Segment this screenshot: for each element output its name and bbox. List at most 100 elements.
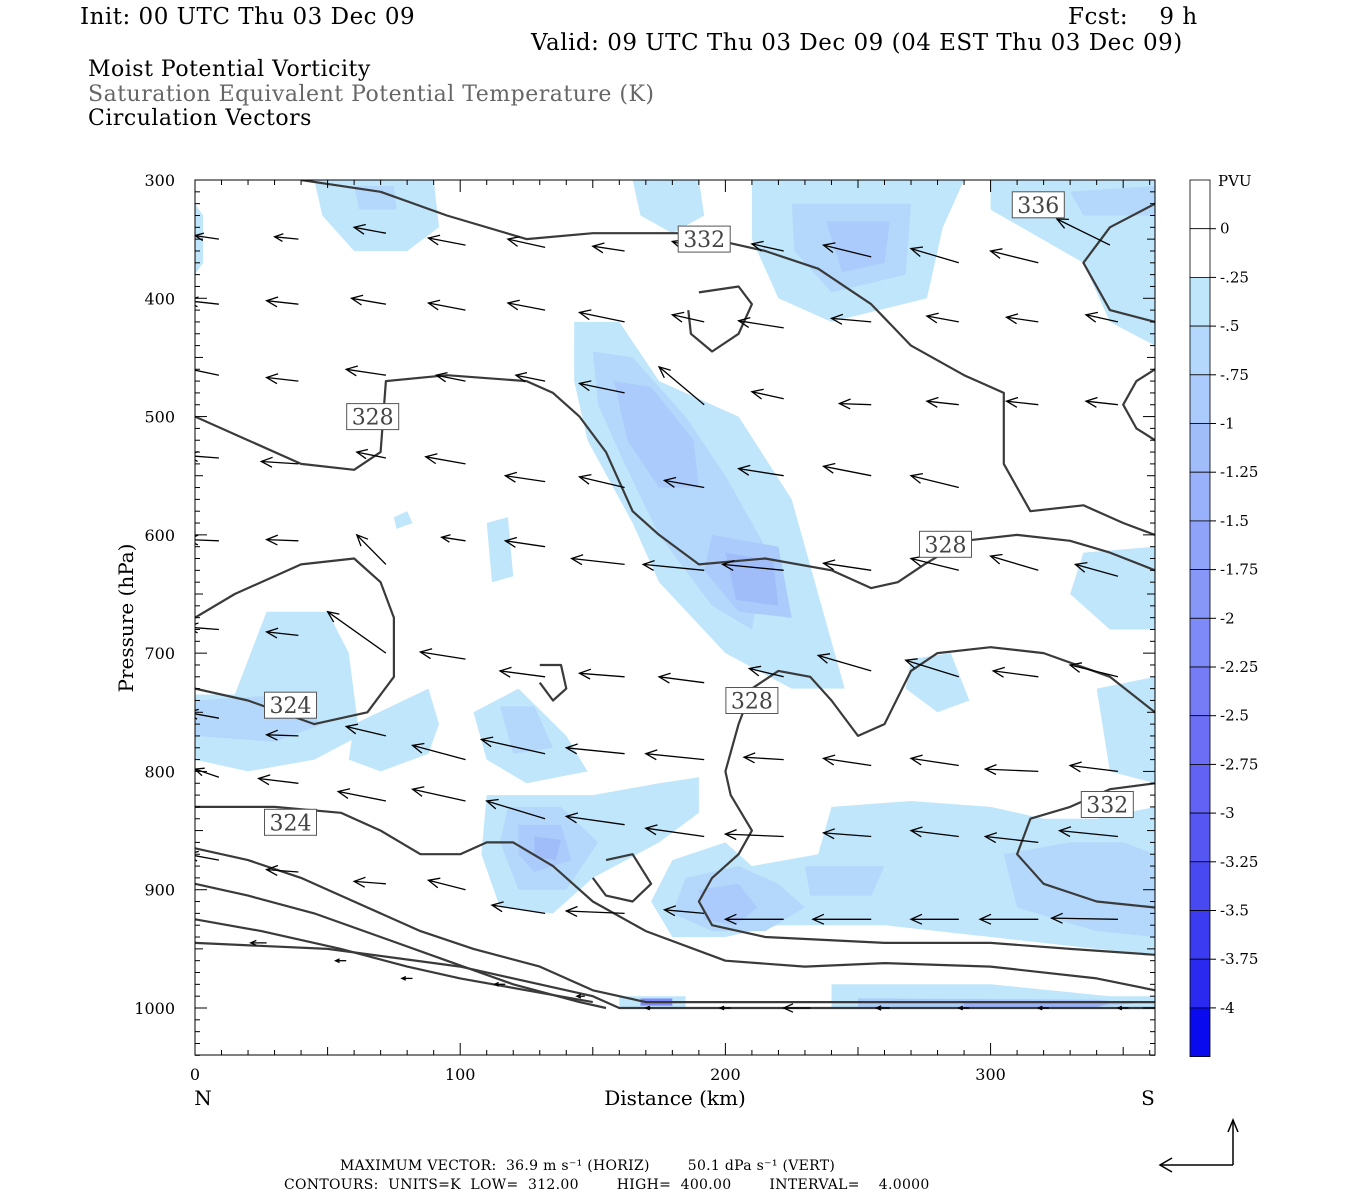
theta-contour (591, 853, 653, 903)
circulation-vector (352, 223, 387, 235)
colorbar-swatch (1189, 374, 1211, 424)
circulation-vector (821, 559, 872, 571)
circulation-vector (829, 313, 872, 325)
circulation-vector (747, 665, 784, 678)
circulation-vector (983, 832, 1039, 844)
circulation-vector (989, 248, 1039, 264)
circulation-vector (273, 233, 299, 242)
circulation-vector (249, 939, 267, 946)
circulation-vector (426, 299, 466, 311)
circulation-vector (909, 754, 959, 767)
circulation-vector (485, 798, 546, 820)
forecast-hour: Fcst: 9 h (1068, 4, 1198, 30)
circulation-vector (503, 536, 546, 548)
circulation-vector (355, 448, 387, 460)
pv-region (1070, 185, 1155, 216)
circulation-vector (577, 309, 625, 323)
circulation-vector (344, 365, 386, 377)
colorbar-swatch (1189, 569, 1211, 619)
circulation-vector (564, 812, 625, 826)
colorbar-swatch (1189, 617, 1211, 668)
pv-colorbar: 0 -.25 -.5 -.75 -1 -1.25 -1.5 -1.75 -2 -2.25 -2.5 -… (1189, 179, 1258, 1058)
y-axis-label: Pressure (hPa) (114, 544, 138, 693)
circulation-vector (265, 729, 299, 741)
circulation-vector (195, 534, 219, 546)
circulation-vector (434, 371, 466, 383)
y-tick-label: 1000 (134, 999, 175, 1018)
circulation-vector (577, 473, 625, 489)
circulation-vector (1036, 1005, 1049, 1011)
theta-contour (697, 646, 1155, 956)
circulation-vector (991, 666, 1039, 678)
circulation-vector (506, 299, 546, 311)
colorbar-level-label: -1.25 (1220, 463, 1258, 481)
theta-contour (687, 285, 753, 353)
circulation-vector (662, 476, 705, 489)
circulation-vector (503, 471, 546, 483)
circulation-vector (1004, 313, 1039, 325)
circulation-vector (737, 316, 784, 329)
pv-region (534, 836, 561, 861)
theta-contour (195, 918, 593, 1004)
circulation-vector (644, 1005, 652, 1011)
pv-region (486, 517, 514, 583)
contour-info: CONTOURS: UNITS=K LOW= 312.00 HIGH= 400.… (284, 1177, 930, 1193)
theta-label: 328 (725, 687, 779, 715)
circulation-vector (657, 672, 705, 684)
pv-region (1070, 546, 1155, 630)
colorbar-swatch (1189, 861, 1211, 911)
circulation-vector (418, 648, 466, 660)
theta-contour (1082, 202, 1155, 323)
pv-region (990, 180, 1155, 346)
circulation-vector (837, 398, 872, 410)
colorbar-level-label: -2 (1220, 609, 1235, 627)
circulation-vector (1050, 912, 1118, 924)
circulation-vector (570, 554, 625, 566)
circulation-vector (821, 462, 872, 477)
theta-label: 324 (264, 808, 317, 836)
theta-contours (195, 180, 1155, 1010)
theta-label-text: 328 (352, 406, 394, 431)
circulation-vector (821, 242, 872, 258)
circulation-vector (909, 555, 959, 571)
circulation-vector (577, 380, 625, 394)
circulation-vector (978, 913, 1039, 925)
y-tick-label: 800 (144, 762, 175, 781)
colorbar-swatch (1189, 764, 1211, 814)
y-tick-label: 500 (144, 408, 175, 427)
circulation-vector (1057, 826, 1118, 838)
colorbar-level-label: -1 (1220, 415, 1235, 433)
theta-label-text: 324 (270, 811, 312, 836)
circulation-vector (195, 369, 220, 376)
circulation-vector (1004, 396, 1039, 408)
circulation-vector (355, 533, 387, 565)
colorbar-swatch (1189, 958, 1211, 1009)
circulation-vector (490, 901, 546, 915)
theta-contour (538, 663, 568, 702)
theta-label-text: 332 (683, 228, 725, 253)
circulation-vector (326, 610, 387, 654)
circulation-vector (644, 824, 705, 838)
circulation-vector (670, 311, 705, 323)
circulation-vector (195, 296, 219, 308)
circulation-vector (723, 913, 784, 925)
circulation-vector (1068, 761, 1118, 773)
circulation-vector (1084, 311, 1119, 323)
title-theta-es: Saturation Equivalent Potential Temperat… (88, 82, 655, 107)
colorbar-level-label: -1.75 (1220, 561, 1258, 579)
circulation-vector (336, 788, 387, 802)
circulation-vector (440, 534, 466, 543)
circulation-vector (821, 828, 872, 840)
colorbar-swatch (1189, 423, 1211, 473)
circulation-vector (1073, 561, 1119, 577)
x-tick-label: 300 (975, 1065, 1006, 1084)
pv-shading (195, 180, 1155, 1008)
colorbar-swatch (1189, 666, 1211, 717)
pv-region (354, 185, 397, 210)
circulation-vector (426, 877, 466, 891)
circulation-vector (925, 312, 959, 324)
theta-label: 324 (264, 691, 317, 719)
y-tick-label: 700 (144, 644, 175, 663)
circulation-vector (195, 850, 220, 862)
